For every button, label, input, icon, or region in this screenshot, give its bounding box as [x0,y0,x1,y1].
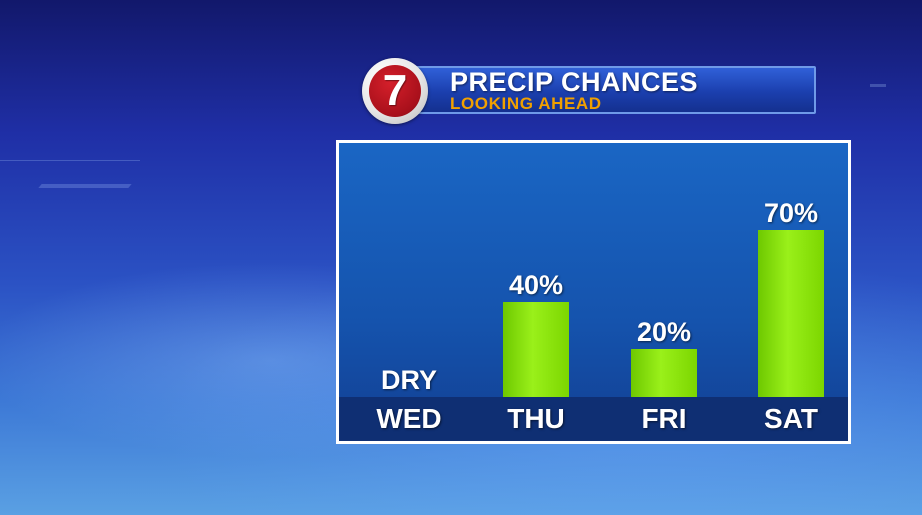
bar-sat [758,230,824,397]
tick-label-thu: THU [507,403,565,434]
data-label-sat: 70% [763,198,819,228]
data-label-wed: DRY [380,365,437,395]
logo-disc: 7 [369,65,421,117]
x-axis-band [339,397,848,441]
bar-fri [631,349,697,397]
chart-header: PRECIP CHANCES LOOKING AHEAD 7 [362,58,817,126]
tick-label-wed: WED [376,403,442,434]
chart-subtitle: LOOKING AHEAD [450,94,602,113]
tick-label-sat: SAT [764,403,818,434]
data-label-thu: 40% [508,270,564,300]
channel-7-logo: 7 [362,58,428,124]
logo-number: 7 [382,66,408,115]
header-bar [402,66,816,114]
data-label-fri: 20% [636,317,692,347]
chart-title: PRECIP CHANCES [450,67,699,97]
tick-label-fri: FRI [641,403,687,434]
plot-area: DRY WED 40% THU 20% FRI 70% SAT [339,143,848,441]
background-line [0,160,140,161]
background-line [870,84,886,87]
bar-thu [503,302,569,397]
background-streak [38,184,132,188]
chart-frame: DRY WED 40% THU 20% FRI 70% SAT [336,140,851,444]
